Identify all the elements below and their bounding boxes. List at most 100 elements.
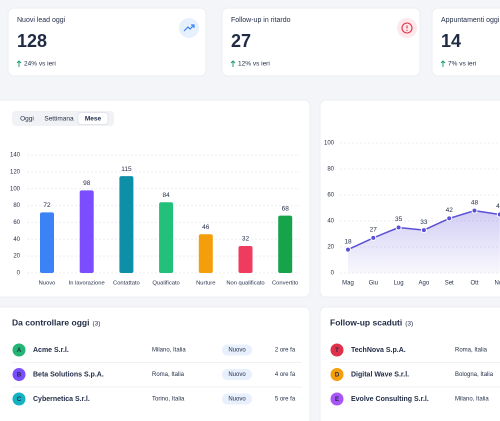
avatar-initial: A	[17, 348, 22, 354]
avatar	[12, 343, 26, 357]
kpi-change: 7% vs ieri	[448, 61, 476, 68]
row-time: 5 ore fa	[275, 397, 296, 403]
y-tick-label: 120	[10, 169, 21, 175]
y-tick-label: 60	[327, 193, 334, 199]
kpi-card	[7, 7, 207, 77]
bar	[119, 176, 134, 273]
status: Nuovo	[228, 372, 246, 378]
y-tick-label: 80	[13, 203, 20, 209]
y-tick-label: 40	[13, 237, 20, 243]
avatar-initial: D	[335, 373, 340, 379]
value-label: 46	[202, 224, 210, 231]
x-tick-label: Nurture	[196, 281, 215, 287]
row-location: Milano, Italia	[455, 397, 489, 403]
alert-icon	[401, 22, 413, 34]
row-location: Roma, Italia	[455, 348, 488, 354]
list-count: (3)	[92, 321, 100, 328]
value-label: 27	[370, 227, 378, 234]
point	[446, 215, 453, 222]
row-name[interactable]: Beta Solutions S.p.A.	[33, 371, 104, 378]
up-arrow	[440, 60, 446, 67]
avatar	[330, 392, 344, 406]
status: Nuovo	[228, 397, 246, 403]
bar	[40, 212, 54, 273]
x-tick-label: Convertito	[272, 281, 298, 287]
y-tick-label: 20	[13, 254, 20, 260]
x-tick-label: Set	[445, 281, 454, 287]
list-title: Da controllare oggi	[12, 317, 89, 327]
avatar	[330, 368, 344, 381]
value-label: 32	[242, 236, 250, 243]
avatar	[12, 392, 26, 406]
trend-icon	[183, 24, 195, 32]
kpi-card	[221, 7, 421, 77]
x-tick-label: Nuovo	[39, 281, 56, 287]
x-tick-label: Qualificato	[152, 281, 179, 287]
row-name[interactable]: TechNova S.p.A.	[351, 347, 406, 354]
tab-selected	[77, 112, 109, 125]
alert-icon	[406, 29, 408, 32]
y-tick-label: 40	[327, 219, 334, 225]
value-label: 42	[446, 207, 454, 214]
value-label: 33	[420, 219, 428, 226]
value-label: 115	[121, 166, 132, 173]
avatar-initial: C	[17, 397, 22, 403]
tab[interactable]: Mese	[85, 116, 102, 123]
row-location: Roma, Italia	[152, 372, 185, 378]
y-tick-label: 0	[17, 271, 21, 277]
x-tick-label: Contattato	[113, 281, 140, 287]
x-tick-label: Ago	[419, 281, 430, 287]
value-label: 45	[496, 203, 500, 210]
kpi-label: Follow-up in ritardo	[231, 17, 291, 24]
kpi-value: 128	[17, 31, 47, 51]
list-title: Follow-up scaduti	[330, 317, 402, 327]
status-pill	[222, 393, 252, 405]
tab[interactable]: Oggi	[20, 116, 34, 123]
row-name[interactable]: Digital Wave S.r.l.	[351, 371, 409, 378]
kpi-change: 12% vs ieri	[238, 61, 270, 68]
row-name[interactable]: Evolve Consulting S.r.l.	[351, 396, 429, 403]
point	[395, 224, 402, 231]
x-tick-label: Nov	[494, 281, 500, 287]
y-tick-label: 80	[327, 167, 334, 173]
tab[interactable]: Settimana	[44, 116, 74, 123]
avatar	[330, 343, 344, 357]
y-tick-label: 0	[331, 271, 335, 277]
value-label: 48	[471, 199, 479, 206]
value-label: 84	[162, 192, 170, 199]
avatar-initial: B	[17, 373, 22, 379]
value-label: 68	[282, 205, 290, 212]
x-tick-label: Non qualificato	[226, 281, 264, 287]
x-tick-label: Mag	[342, 281, 354, 287]
point	[345, 246, 351, 253]
list-count: (3)	[405, 321, 413, 328]
value-label: 98	[83, 180, 91, 187]
kpi-label: Nuovi lead oggi	[17, 17, 66, 24]
area	[348, 210, 500, 273]
row-name[interactable]: Acme S.r.l.	[33, 347, 69, 354]
x-tick-label: Ott	[470, 281, 478, 287]
status-pill	[222, 369, 252, 380]
bar	[278, 215, 293, 273]
x-tick-label: Giu	[369, 281, 378, 287]
status: Nuovo	[228, 348, 246, 354]
kpi-label: Appuntamenti oggi	[441, 17, 500, 24]
y-tick-label: 140	[10, 153, 21, 159]
bar	[79, 190, 94, 273]
x-tick-label: Lug	[394, 281, 404, 287]
avatar-initial: T	[335, 348, 339, 354]
row-location: Milano, Italia	[152, 348, 186, 354]
row-name[interactable]: Cybernetica S.r.l.	[33, 396, 90, 403]
y-tick-label: 100	[10, 186, 21, 192]
row-location: Bologna, Italia	[455, 372, 494, 378]
list-card	[319, 306, 500, 421]
y-tick-label: 20	[327, 245, 334, 251]
bar	[159, 202, 174, 273]
x-tick-label: In lavorazione	[69, 281, 105, 287]
kpi-card	[431, 7, 500, 77]
y-tick-label: 100	[324, 141, 335, 147]
kpi-change: 24% vs ieri	[24, 61, 56, 68]
value-label: 35	[395, 216, 403, 223]
bar-card	[0, 99, 311, 298]
